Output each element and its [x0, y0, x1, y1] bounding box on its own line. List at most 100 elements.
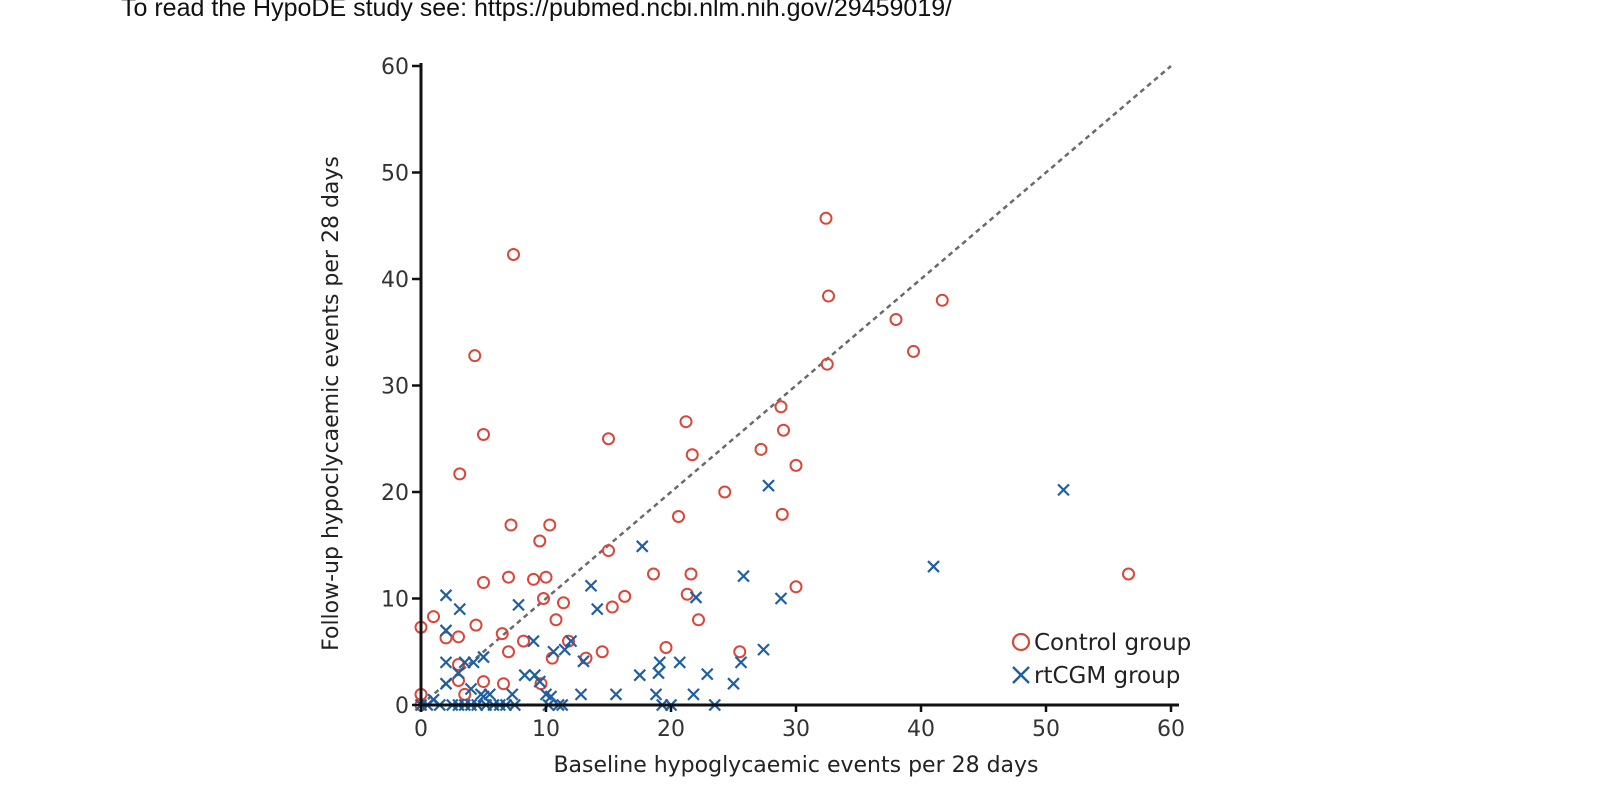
rtcgm-group-point [652, 666, 665, 680]
rtcgm-group-point [547, 645, 560, 659]
x-axis-title: Baseline hypoglycaemic events per 28 day… [553, 753, 1038, 778]
control-group-point [684, 567, 698, 581]
control-group-point [427, 610, 440, 624]
control-group-point [733, 645, 747, 659]
rtcgm-group-point [564, 634, 578, 648]
control-group-point [718, 485, 732, 499]
control-group-point [1122, 567, 1135, 581]
control-group-point [497, 677, 510, 691]
rtcgm-group-point [439, 589, 453, 602]
y-tick-label: 50 [381, 162, 409, 187]
control-group-point [822, 289, 835, 303]
x-tick-label: 40 [907, 717, 935, 742]
control-group-point [754, 442, 768, 456]
rtcgm-group-point [687, 688, 700, 701]
study-reference-note: To read the HypoDE study see: https://pu… [121, 0, 953, 22]
rtcgm-group-point [467, 656, 480, 669]
rtcgm-group-point [464, 682, 478, 696]
control-group-point [820, 357, 834, 371]
rtcgm-group-point [577, 655, 590, 668]
control-group-point [777, 423, 790, 437]
rtcgm-group-point [483, 688, 497, 701]
control-group-point [469, 618, 483, 632]
control-group-point [557, 596, 570, 610]
rtcgm-group-point [673, 656, 687, 669]
y-tick-label: 10 [381, 588, 409, 613]
rtcgm-group-point [584, 579, 598, 592]
control-group-point [439, 631, 453, 645]
rtcgm-group-point [505, 688, 519, 701]
control-group-point [543, 518, 557, 532]
control-group-point [685, 448, 699, 462]
rtcgm-group-point [527, 634, 540, 648]
rtcgm-group-point [439, 677, 453, 690]
control-group-point [680, 587, 694, 601]
control-group-point [672, 509, 685, 523]
control-group-point [605, 600, 619, 614]
rtcgm-group-point [574, 688, 588, 701]
rtcgm-group-point [439, 624, 453, 637]
control-group-point [889, 312, 903, 326]
control-group-point [468, 349, 482, 363]
rtcgm-group-point [774, 592, 788, 605]
rtcgm-group-point [734, 656, 748, 669]
rtcgm-group-point [1057, 483, 1070, 497]
control-group-point [907, 344, 920, 358]
control-group-point [452, 674, 465, 688]
y-tick-label: 30 [381, 375, 409, 400]
control-group-point [502, 645, 515, 659]
control-group-point [618, 589, 632, 603]
control-group-point [775, 507, 789, 521]
x-tick-label: 50 [1032, 717, 1060, 742]
reference-line-layer [420, 65, 1172, 706]
x-tick-label: 30 [782, 717, 810, 742]
identity-reference-line [420, 65, 1172, 706]
control-group-point [495, 627, 509, 641]
x-tick-label: 60 [1157, 717, 1185, 742]
control-group-point [502, 570, 515, 584]
rtcgm-group-point [590, 602, 604, 616]
rtcgm-group-point [533, 675, 547, 688]
rtcgm-group-point [633, 668, 647, 682]
control-group-point [659, 640, 673, 654]
legend-rtcgm-label: rtCGM group [1034, 663, 1180, 689]
control-group-point [458, 687, 472, 701]
rtcgm-group-point [558, 643, 572, 656]
legend-rtcgm-marker [1012, 666, 1030, 684]
rtcgm-group-point [927, 560, 940, 573]
rtcgm-group-point [689, 591, 703, 604]
rtcgm-group-point [757, 643, 770, 656]
control-group-point [789, 580, 803, 594]
y-tick-label: 20 [381, 481, 409, 506]
control-group-point [477, 427, 490, 441]
control-group-point [537, 592, 550, 605]
rtcgm-group-point [635, 540, 649, 553]
rtcgm-group-point [453, 602, 467, 616]
rtcgm-group-point [649, 688, 663, 701]
rtcgm-group-point [518, 668, 532, 682]
legend-control-marker [1011, 632, 1031, 652]
rtcgm-group-point [452, 666, 465, 680]
control-group-point [453, 467, 467, 481]
control-group-point [602, 544, 615, 558]
control-group-point [452, 630, 465, 644]
control-group-point [507, 248, 520, 262]
control-group-point [527, 572, 540, 586]
control-group-point [692, 613, 705, 627]
rtcgm-group-point [700, 667, 714, 681]
x-tick-label: 10 [532, 717, 560, 742]
control-group-point [477, 576, 490, 590]
rtcgm-group-point [477, 650, 490, 664]
control-group-point [477, 675, 490, 689]
control-group-point [549, 613, 563, 627]
rtcgm-group-point [727, 677, 740, 690]
y-tick-label: 60 [381, 55, 409, 80]
y-axis-title: Follow-up hypoclycaemic events per 28 da… [319, 156, 344, 651]
x-tick-label: 0 [414, 717, 428, 742]
control-group-point [935, 293, 949, 307]
control-group-point [517, 634, 530, 648]
rtcgm-group-point [737, 569, 750, 583]
legend: Control group rtCGM group [1011, 630, 1191, 689]
x-tick-label: 20 [657, 717, 685, 742]
